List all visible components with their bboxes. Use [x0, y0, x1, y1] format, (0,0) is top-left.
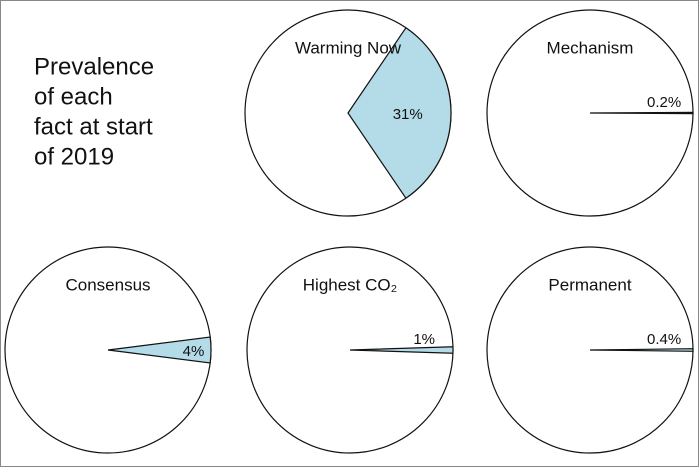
pie-title: Highest CO₂	[303, 275, 397, 294]
page-title: of each	[34, 83, 113, 110]
pie-slice	[589, 348, 694, 352]
value-label: 1%	[413, 331, 435, 348]
pie-slice	[107, 336, 212, 364]
page-title: fact at start	[34, 113, 153, 140]
pie-title: Consensus	[65, 275, 150, 294]
pie-slice	[347, 26, 452, 200]
page-title: of 2019	[34, 143, 114, 170]
value-label: 31%	[393, 106, 423, 123]
value-label: 4%	[183, 343, 205, 360]
pie-title: Warming Now	[295, 38, 402, 57]
pie-title: Permanent	[548, 275, 631, 294]
page-title: Prevalence	[34, 53, 154, 80]
value-label: 0.4%	[647, 331, 681, 348]
pie-title: Mechanism	[547, 38, 634, 57]
pie-slice	[589, 111, 694, 115]
value-label: 0.2%	[647, 94, 681, 111]
pie-slice	[349, 346, 454, 354]
